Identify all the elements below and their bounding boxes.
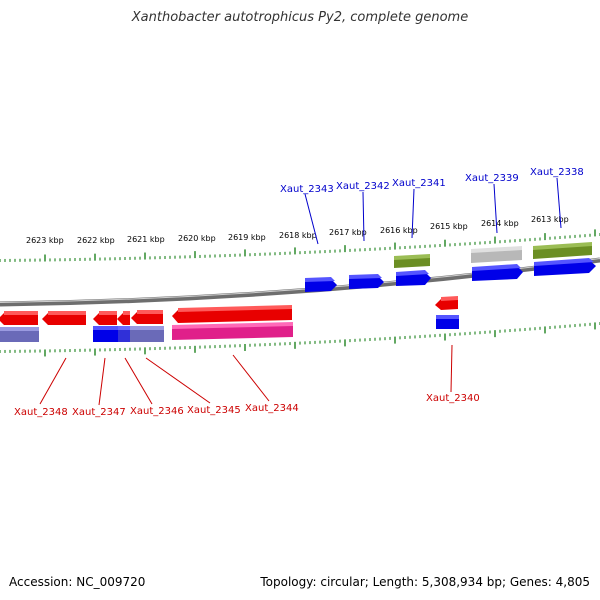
scale-label: 2613 kbp xyxy=(531,215,569,224)
map-title: Xanthobacter autotrophicus Py2, complete… xyxy=(131,10,469,25)
gene-label[interactable]: Xaut_2339 xyxy=(465,173,519,184)
scale-label: 2619 kbp xyxy=(228,233,266,242)
gene-arrow[interactable] xyxy=(131,310,163,324)
gene-labels: Xaut_2343 Xaut_2342 Xaut_2341 Xaut_2339 … xyxy=(14,167,584,418)
forward-scale-track xyxy=(0,229,600,262)
gene-label[interactable]: Xaut_2338 xyxy=(530,167,584,178)
scale-label: 2618 kbp xyxy=(279,231,317,240)
gene-label[interactable]: Xaut_2348 xyxy=(14,407,68,418)
forward-features xyxy=(305,242,596,292)
scale-label: 2617 kbp xyxy=(329,228,367,237)
gene-feature[interactable] xyxy=(533,242,592,259)
genome-summary: Topology: circular; Length: 5,308,934 bp… xyxy=(260,575,590,589)
accession-label: Accession: NC_009720 xyxy=(9,575,146,589)
gene-feature[interactable] xyxy=(0,327,39,342)
gene-feature[interactable] xyxy=(172,322,293,340)
scale-label: 2621 kbp xyxy=(127,235,165,244)
scale-labels: 2623 kbp 2622 kbp 2621 kbp 2620 kbp 2619… xyxy=(26,215,569,245)
gene-feature[interactable] xyxy=(130,326,164,342)
gene-arrow[interactable] xyxy=(534,258,596,276)
gene-arrow[interactable] xyxy=(396,270,431,286)
gene-feature[interactable] xyxy=(118,326,130,342)
scale-label: 2614 kbp xyxy=(481,219,519,228)
gene-feature[interactable] xyxy=(394,254,430,268)
gene-label[interactable]: Xaut_2344 xyxy=(245,403,299,414)
scale-label: 2622 kbp xyxy=(77,236,115,245)
gene-arrow[interactable] xyxy=(349,274,384,289)
gene-label[interactable]: Xaut_2347 xyxy=(72,407,126,418)
scale-label: 2616 kbp xyxy=(380,226,418,235)
gene-label[interactable]: Xaut_2341 xyxy=(392,178,446,189)
gene-feature[interactable] xyxy=(471,246,522,263)
gene-feature[interactable] xyxy=(93,326,118,342)
gene-arrow[interactable] xyxy=(42,311,86,325)
gene-arrow[interactable] xyxy=(172,305,292,323)
gene-arrow[interactable] xyxy=(93,311,117,325)
gene-arrow[interactable] xyxy=(472,264,523,281)
leader-lines xyxy=(39,177,562,406)
gene-label[interactable]: Xaut_2340 xyxy=(426,393,480,404)
gene-arrow[interactable] xyxy=(305,277,337,292)
scale-label: 2615 kbp xyxy=(430,222,468,231)
gene-feature[interactable] xyxy=(436,315,459,329)
reverse-features xyxy=(0,296,459,342)
gene-arrow[interactable] xyxy=(117,311,130,325)
reverse-scale-track xyxy=(0,322,600,357)
gene-label[interactable]: Xaut_2345 xyxy=(187,405,241,416)
scale-label: 2620 kbp xyxy=(178,234,216,243)
gene-label[interactable]: Xaut_2342 xyxy=(336,181,390,192)
gene-arrow[interactable] xyxy=(435,296,458,310)
scale-label: 2623 kbp xyxy=(26,236,64,245)
gene-label[interactable]: Xaut_2346 xyxy=(130,406,184,417)
gene-arrow[interactable] xyxy=(0,311,38,325)
gene-label[interactable]: Xaut_2343 xyxy=(280,184,334,195)
